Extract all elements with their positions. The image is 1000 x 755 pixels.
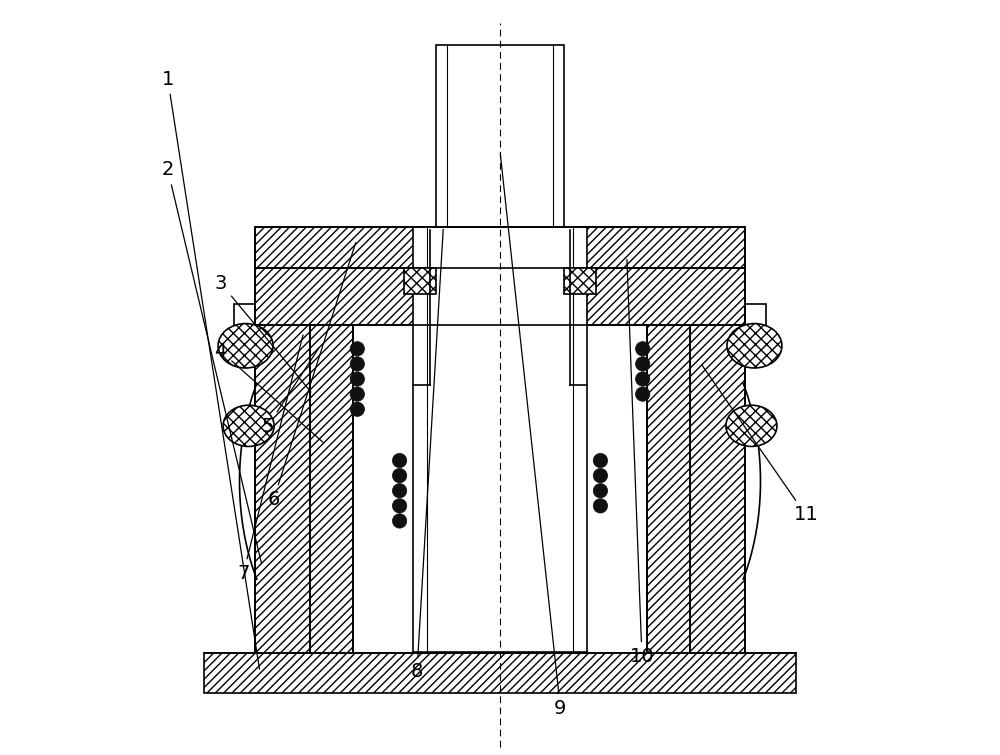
Circle shape (392, 513, 407, 528)
Ellipse shape (223, 405, 274, 446)
Circle shape (593, 499, 608, 513)
Text: 10: 10 (627, 260, 654, 667)
Circle shape (350, 356, 364, 371)
Circle shape (593, 468, 608, 483)
Circle shape (392, 468, 407, 483)
Circle shape (636, 341, 650, 356)
Bar (234, 304, 255, 346)
Bar (404, 268, 436, 294)
Circle shape (392, 483, 407, 498)
Circle shape (392, 499, 407, 513)
Circle shape (350, 371, 364, 387)
Ellipse shape (727, 324, 782, 368)
Text: 9: 9 (500, 154, 567, 718)
Bar (255, 268, 745, 325)
Text: 2: 2 (162, 160, 262, 563)
Bar (413, 226, 587, 653)
Bar (204, 653, 796, 693)
Bar (745, 304, 766, 346)
Circle shape (636, 387, 650, 402)
Ellipse shape (726, 405, 777, 446)
Circle shape (593, 483, 608, 498)
Text: 3: 3 (214, 273, 311, 392)
Text: 8: 8 (411, 230, 443, 682)
Text: 5: 5 (261, 348, 319, 436)
Bar (564, 268, 596, 294)
Bar (255, 325, 310, 653)
Text: 7: 7 (237, 335, 303, 584)
Bar (436, 45, 564, 226)
Circle shape (636, 356, 650, 371)
Circle shape (350, 341, 364, 356)
Text: 6: 6 (267, 243, 356, 510)
Bar (255, 226, 745, 268)
Circle shape (593, 453, 608, 468)
Bar (690, 325, 745, 653)
Bar (310, 325, 353, 653)
Circle shape (350, 387, 364, 402)
Ellipse shape (218, 324, 273, 368)
Circle shape (636, 371, 650, 387)
Text: 1: 1 (162, 69, 259, 669)
Circle shape (392, 453, 407, 468)
Text: 4: 4 (214, 341, 323, 442)
Text: 11: 11 (702, 365, 818, 525)
Bar (647, 325, 690, 653)
Circle shape (350, 402, 364, 417)
